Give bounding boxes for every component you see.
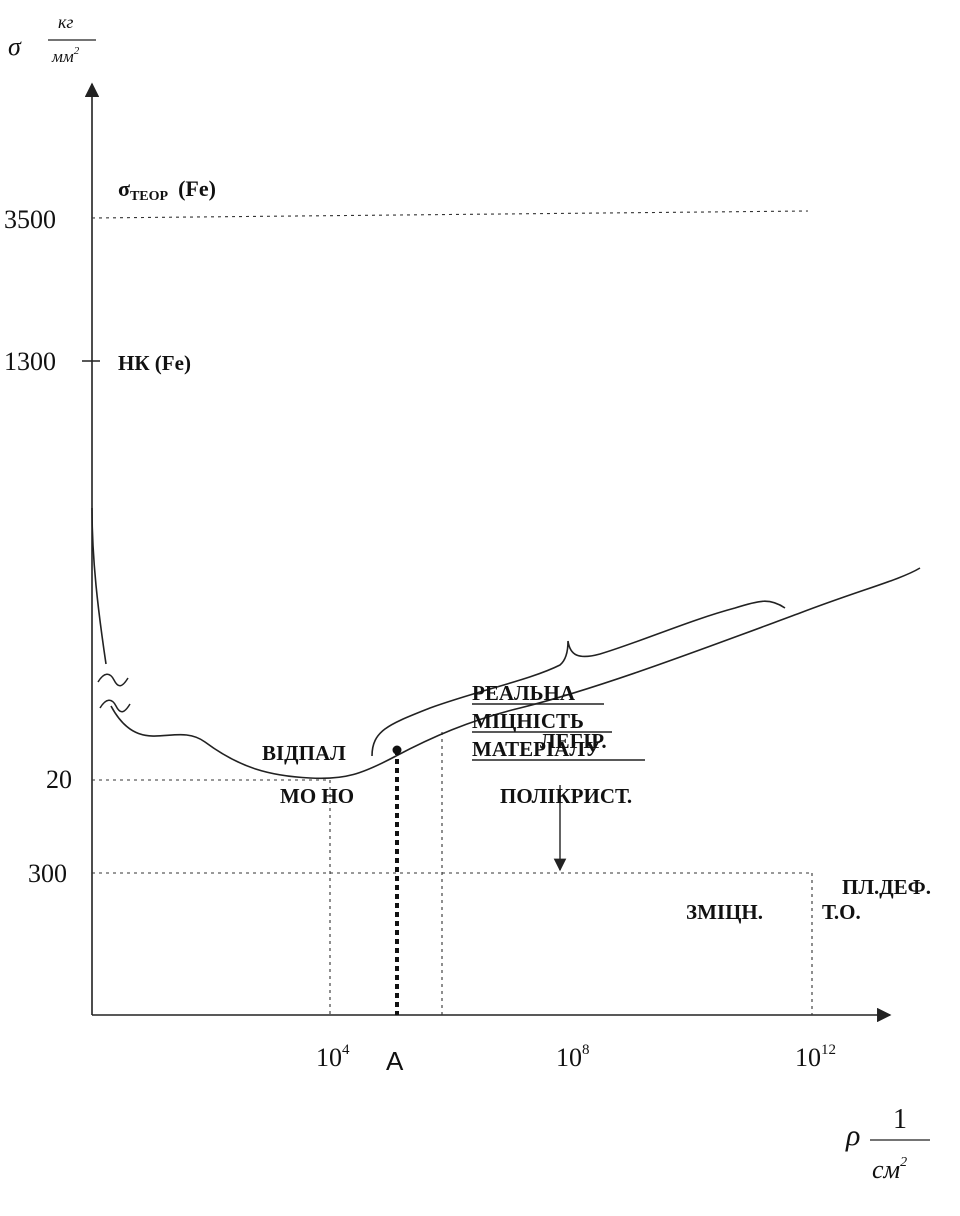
x-tick-label-1e8: 108 xyxy=(556,1042,590,1072)
nk-label: НК (Fe) xyxy=(118,351,191,375)
real-strength-label: РЕАЛЬНА МІЦНІСТЬ МАТЕРІАЛУ xyxy=(472,681,645,761)
point-a-label: A xyxy=(386,1046,404,1076)
curve-break-mark-upper xyxy=(97,673,129,687)
y-axis-unit: σ кг мм2 xyxy=(8,12,96,66)
y-tick-label-3500: 3500 xyxy=(4,205,56,234)
heat-treat-label: Т.О. xyxy=(822,900,861,924)
curve-break-mark-lower xyxy=(99,699,131,713)
svg-text:РЕАЛЬНА: РЕАЛЬНА xyxy=(472,681,576,705)
strength-curve-main xyxy=(110,567,921,780)
x-axis-unit-numerator: 1 xyxy=(893,1104,907,1135)
ref-line-3500 xyxy=(91,210,809,219)
svg-text:МАТЕРІАЛУ: МАТЕРІАЛУ xyxy=(472,737,600,761)
strength-curve xyxy=(91,507,107,665)
polycryst-label: ПОЛІКРИСТ. xyxy=(500,784,632,808)
y-axis-unit-numerator: кг xyxy=(58,12,73,32)
x-axis-unit-denominator: см2 xyxy=(872,1155,907,1184)
real-strength-brace-curve xyxy=(371,600,786,757)
y-tick-label-300: 300 xyxy=(28,859,67,888)
x-tick-label-1e12: 1012 xyxy=(795,1042,836,1072)
annealing-label: ВІДПАЛ xyxy=(262,741,346,765)
hardening-label: ЗМІЦН. xyxy=(686,900,763,924)
y-tick-label-1300: 1300 xyxy=(4,347,56,376)
y-axis-symbol: σ xyxy=(8,32,22,61)
svg-text:МІЦНІСТЬ: МІЦНІСТЬ xyxy=(472,709,584,733)
x-tick-label-1e4: 104 xyxy=(316,1042,350,1072)
y-tick-label-20: 20 xyxy=(46,765,72,794)
alloying-label: ЛЕГІР. xyxy=(540,729,607,753)
x-axis-unit: ρ 1 см2 xyxy=(845,1104,930,1184)
mono-label: МО НО xyxy=(280,784,354,808)
x-axis-symbol: ρ xyxy=(845,1119,860,1152)
sigma-theor-label: σТЕОР (Fe) xyxy=(118,176,216,204)
plastic-def-label: ПЛ.ДЕФ. xyxy=(842,875,931,899)
y-axis-unit-denominator: мм2 xyxy=(51,45,80,66)
point-a-dot xyxy=(392,745,402,755)
